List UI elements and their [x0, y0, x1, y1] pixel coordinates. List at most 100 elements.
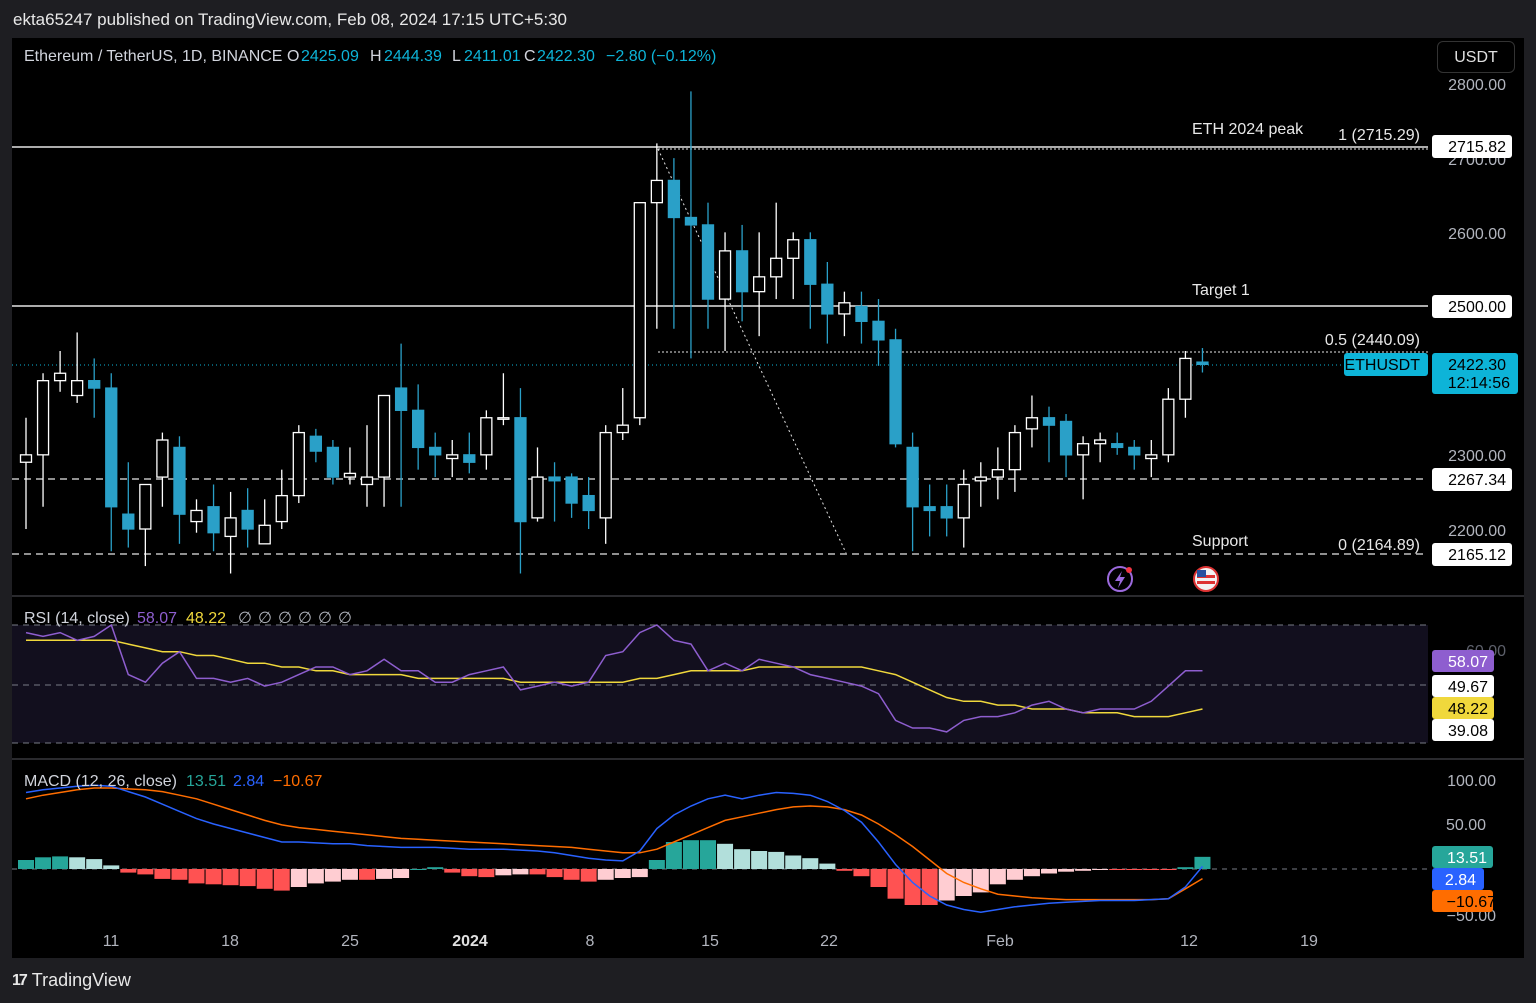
- candle-body[interactable]: [1111, 443, 1124, 449]
- candle-body[interactable]: [446, 454, 459, 460]
- candle-body[interactable]: [275, 494, 288, 523]
- candle-body[interactable]: [616, 424, 629, 434]
- candle-body[interactable]: [258, 524, 271, 545]
- macd-hist-bar[interactable]: [137, 869, 154, 875]
- candle-body[interactable]: [173, 446, 186, 515]
- candle-body[interactable]: [991, 469, 1004, 478]
- macd-hist-bar[interactable]: [648, 860, 665, 869]
- macd-hist-bar[interactable]: [665, 842, 682, 869]
- candle-body[interactable]: [531, 476, 544, 519]
- macd-hist-bar[interactable]: [512, 869, 529, 875]
- candle-body[interactable]: [1008, 431, 1022, 471]
- candle-body[interactable]: [889, 339, 902, 445]
- macd-hist-bar[interactable]: [324, 869, 341, 882]
- candle-body[interactable]: [565, 476, 578, 504]
- macd-hist-bar[interactable]: [717, 843, 734, 869]
- macd-hist-bar[interactable]: [307, 869, 324, 884]
- macd-hist-bar[interactable]: [205, 869, 222, 885]
- macd-hist-bar[interactable]: [1006, 869, 1023, 880]
- candle-body[interactable]: [411, 409, 425, 449]
- macd-hist-bar[interactable]: [427, 867, 444, 869]
- macd-hist-bar[interactable]: [410, 869, 427, 870]
- macd-hist-bar[interactable]: [563, 869, 580, 880]
- candle-body[interactable]: [19, 454, 33, 463]
- macd-hist-bar[interactable]: [921, 869, 938, 905]
- macd-hist-bar[interactable]: [1194, 856, 1211, 869]
- macd-hist-bar[interactable]: [188, 869, 205, 884]
- candle-body[interactable]: [88, 380, 101, 389]
- macd-hist-bar[interactable]: [239, 869, 256, 887]
- macd-hist-bar[interactable]: [631, 869, 648, 878]
- candle-body[interactable]: [582, 494, 595, 512]
- macd-hist-bar[interactable]: [1075, 869, 1092, 871]
- macd-hist-bar[interactable]: [18, 860, 34, 869]
- macd-hist-bar[interactable]: [989, 869, 1006, 885]
- macd-hist-bar[interactable]: [341, 869, 358, 880]
- macd-hist-bar[interactable]: [495, 869, 512, 876]
- macd-hist-bar[interactable]: [1126, 869, 1143, 870]
- macd-hist-bar[interactable]: [938, 869, 955, 901]
- macd-hist-bar[interactable]: [444, 869, 461, 873]
- candle-body[interactable]: [735, 250, 749, 293]
- horizontal-levels[interactable]: [12, 146, 1428, 555]
- candle-body[interactable]: [770, 257, 783, 278]
- candle-body[interactable]: [429, 446, 442, 456]
- macd-hist-bar[interactable]: [52, 856, 69, 869]
- candle-body[interactable]: [309, 435, 323, 452]
- macd-hist-bar[interactable]: [785, 855, 802, 870]
- macd-hist-bar[interactable]: [154, 869, 171, 879]
- macd-hist-bar[interactable]: [120, 869, 137, 873]
- macd-hist-bar[interactable]: [290, 869, 307, 887]
- candle-body[interactable]: [497, 417, 510, 420]
- candle-body[interactable]: [718, 250, 732, 300]
- candle-body[interactable]: [787, 239, 800, 259]
- macd-hist-bar[interactable]: [222, 869, 239, 886]
- candle-body[interactable]: [1059, 420, 1073, 456]
- chart-area[interactable]: [12, 38, 1524, 958]
- candle-body[interactable]: [650, 179, 663, 204]
- candle-body[interactable]: [1042, 417, 1056, 426]
- macd-hist-bar[interactable]: [734, 849, 751, 869]
- macd-hist-bar[interactable]: [580, 869, 597, 882]
- time-axis[interactable]: 11 18 25 2024 8 15 22 Feb 12 19: [103, 933, 1318, 950]
- candle-body[interactable]: [514, 417, 527, 523]
- macd-hist-bar[interactable]: [546, 869, 563, 878]
- macd-hist-bar[interactable]: [359, 869, 375, 880]
- candles[interactable]: [19, 91, 1209, 574]
- candle-body[interactable]: [684, 216, 698, 226]
- candle-body[interactable]: [1162, 398, 1175, 456]
- candle-body[interactable]: [224, 517, 237, 538]
- candle-body[interactable]: [1145, 454, 1158, 460]
- macd-hist-bar[interactable]: [376, 869, 393, 879]
- candle-body[interactable]: [940, 506, 953, 519]
- candle-body[interactable]: [855, 305, 868, 322]
- candle-body[interactable]: [190, 509, 203, 523]
- candle-body[interactable]: [36, 380, 50, 456]
- candle-body[interactable]: [599, 431, 612, 519]
- macd-hist-bar[interactable]: [393, 869, 410, 878]
- candle-body[interactable]: [701, 224, 715, 300]
- candle-body[interactable]: [1025, 417, 1039, 430]
- candle-body[interactable]: [838, 302, 851, 315]
- candle-body[interactable]: [241, 509, 254, 530]
- candle-body[interactable]: [667, 179, 681, 219]
- candle-body[interactable]: [71, 380, 84, 397]
- candle-body[interactable]: [394, 387, 408, 411]
- macd-hist-bar[interactable]: [1023, 869, 1040, 877]
- candle-body[interactable]: [326, 446, 340, 478]
- macd-hist-bar[interactable]: [461, 869, 478, 877]
- candle-body[interactable]: [821, 283, 834, 315]
- macd-hist-bar[interactable]: [1058, 869, 1075, 872]
- candle-body[interactable]: [633, 202, 646, 419]
- macd-hist-bar[interactable]: [614, 869, 631, 878]
- candle-body[interactable]: [1128, 446, 1141, 456]
- candle-body[interactable]: [156, 439, 169, 478]
- candle-body[interactable]: [974, 476, 987, 482]
- candle-body[interactable]: [343, 472, 357, 478]
- candle-body[interactable]: [957, 483, 970, 519]
- macd-hist-bar[interactable]: [171, 869, 188, 880]
- event-icons[interactable]: [1107, 566, 1219, 592]
- currency-button[interactable]: USDT: [1437, 41, 1515, 73]
- candle-body[interactable]: [1094, 439, 1107, 445]
- macd-hist-bar[interactable]: [836, 869, 853, 871]
